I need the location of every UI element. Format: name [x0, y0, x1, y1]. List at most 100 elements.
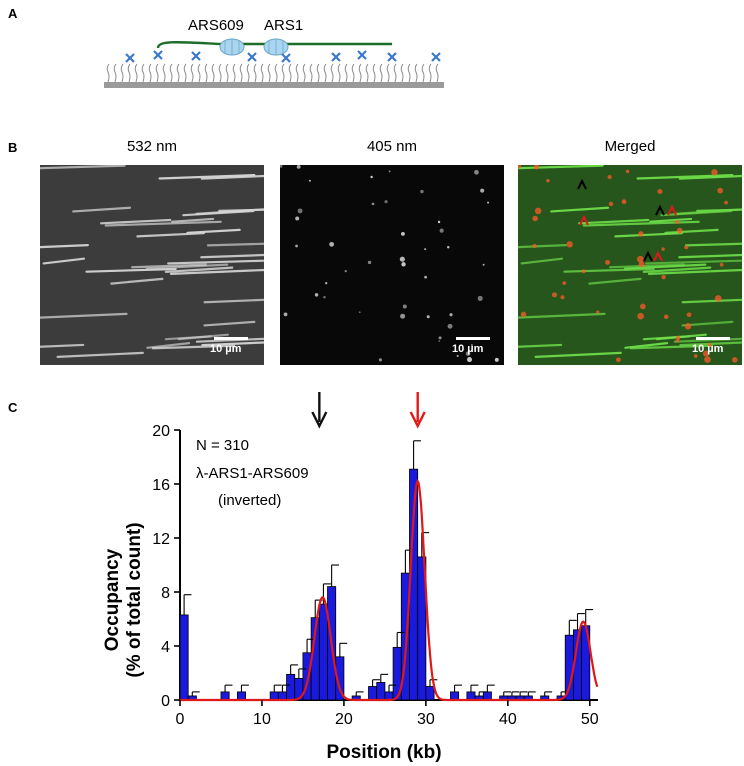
dna-strand-532 — [203, 298, 264, 304]
dna-strand-merged — [518, 343, 563, 348]
dna-strand-532 — [104, 220, 222, 227]
dna-strand-merged — [678, 174, 742, 180]
spot-405 — [494, 357, 499, 362]
dna-strand-merged — [518, 165, 604, 170]
spot-405 — [470, 343, 474, 347]
brush-strand — [288, 63, 292, 83]
error-bar — [380, 673, 389, 683]
x-tick-label: 40 — [499, 711, 517, 728]
spot-merged — [638, 231, 644, 237]
histogram-bar — [417, 556, 427, 701]
dna-strand-merged — [629, 344, 714, 350]
dna-strand-merged — [636, 174, 734, 180]
tether-markers — [125, 50, 441, 63]
histogram-bar — [368, 686, 378, 701]
spot-merged — [605, 259, 611, 265]
micrograph-532-strands — [40, 165, 264, 359]
dna-strand-merged — [518, 243, 567, 249]
dna-strand-532 — [56, 351, 144, 359]
spot-merged — [719, 262, 724, 267]
spot-405 — [424, 248, 427, 251]
dna-strand-532 — [72, 206, 132, 213]
dna-strand-merged — [649, 217, 693, 223]
spot-405 — [280, 165, 283, 168]
dna-strand-532 — [200, 174, 264, 180]
histogram-bar — [466, 691, 476, 701]
brush-strand — [127, 63, 131, 83]
spot-405 — [283, 312, 288, 317]
brush-strand — [330, 63, 334, 83]
spot-merged — [608, 201, 614, 207]
spot-merged — [596, 310, 600, 314]
spot-merged — [607, 174, 612, 180]
image-title-merged: Merged — [604, 138, 656, 155]
dna-strand-532 — [40, 243, 89, 249]
spot-405 — [323, 296, 326, 299]
annotation-inverted: (inverted) — [218, 492, 281, 509]
brush-strand — [365, 63, 369, 83]
y-tick-label: 8 — [161, 585, 170, 602]
spot-405 — [295, 244, 298, 248]
x-tick-label: 50 — [581, 711, 599, 728]
brush-strand — [428, 63, 432, 83]
spot-405 — [439, 228, 444, 233]
dna-strand-merged — [578, 218, 650, 225]
error-bar — [527, 691, 536, 696]
dna-strand-merged — [642, 266, 712, 273]
histogram-bar — [277, 691, 287, 701]
histogram-bar — [236, 691, 246, 701]
brush-strand — [176, 63, 180, 83]
caret-marker — [653, 250, 663, 262]
spot-405 — [477, 295, 483, 301]
error-bar — [470, 684, 479, 692]
spot-405 — [447, 245, 450, 249]
brush-strand — [218, 63, 222, 83]
error-bar — [568, 619, 577, 636]
dna-strand-merged — [588, 277, 642, 285]
dna-strand-532 — [145, 263, 229, 270]
dna-strand-merged — [609, 263, 685, 269]
dna-strand — [156, 41, 392, 49]
brush-strand — [253, 63, 257, 83]
error-bar — [511, 691, 520, 696]
error-bar — [290, 664, 299, 675]
spot-405 — [466, 357, 473, 363]
dna-strand-merged — [673, 208, 742, 215]
dna-strand-532 — [158, 174, 256, 180]
brush-strand — [246, 63, 250, 83]
brush-strand — [386, 63, 390, 83]
caret-marker — [667, 204, 677, 216]
dna-strand-532 — [100, 218, 172, 225]
spot-merged — [717, 187, 724, 194]
annotation-construct: λ-ARS1-ARS609 — [196, 465, 309, 482]
histogram-bar — [376, 682, 386, 701]
brush-strand — [134, 63, 138, 83]
error-bar — [585, 609, 594, 626]
error-bar — [322, 583, 331, 605]
brush-strand — [148, 63, 152, 83]
spot-405 — [370, 175, 373, 179]
error-bar — [413, 440, 421, 470]
dna-strand-merged — [673, 337, 742, 343]
spot-merged — [520, 311, 527, 318]
brush-strand — [400, 63, 404, 83]
spot-405 — [358, 311, 361, 314]
brush-strand — [274, 63, 278, 83]
brush-strand — [323, 63, 327, 83]
tether-marker — [125, 53, 135, 63]
brush-strand — [183, 63, 187, 83]
spot-merged — [684, 323, 692, 330]
tether-marker — [191, 51, 201, 61]
spot-405 — [437, 220, 441, 224]
brush-strand — [344, 63, 348, 83]
spot-405 — [296, 165, 301, 169]
spot-405 — [487, 201, 490, 204]
error-bar — [355, 691, 364, 696]
x-axis-label: Position (kb) — [326, 742, 441, 763]
y-tick-label: 16 — [152, 477, 170, 494]
spot-merged — [546, 178, 550, 183]
dna-strand-532 — [85, 267, 177, 273]
spot-merged — [638, 261, 645, 268]
x-tick-label: 0 — [176, 711, 185, 728]
dna-strand-532 — [195, 208, 264, 215]
